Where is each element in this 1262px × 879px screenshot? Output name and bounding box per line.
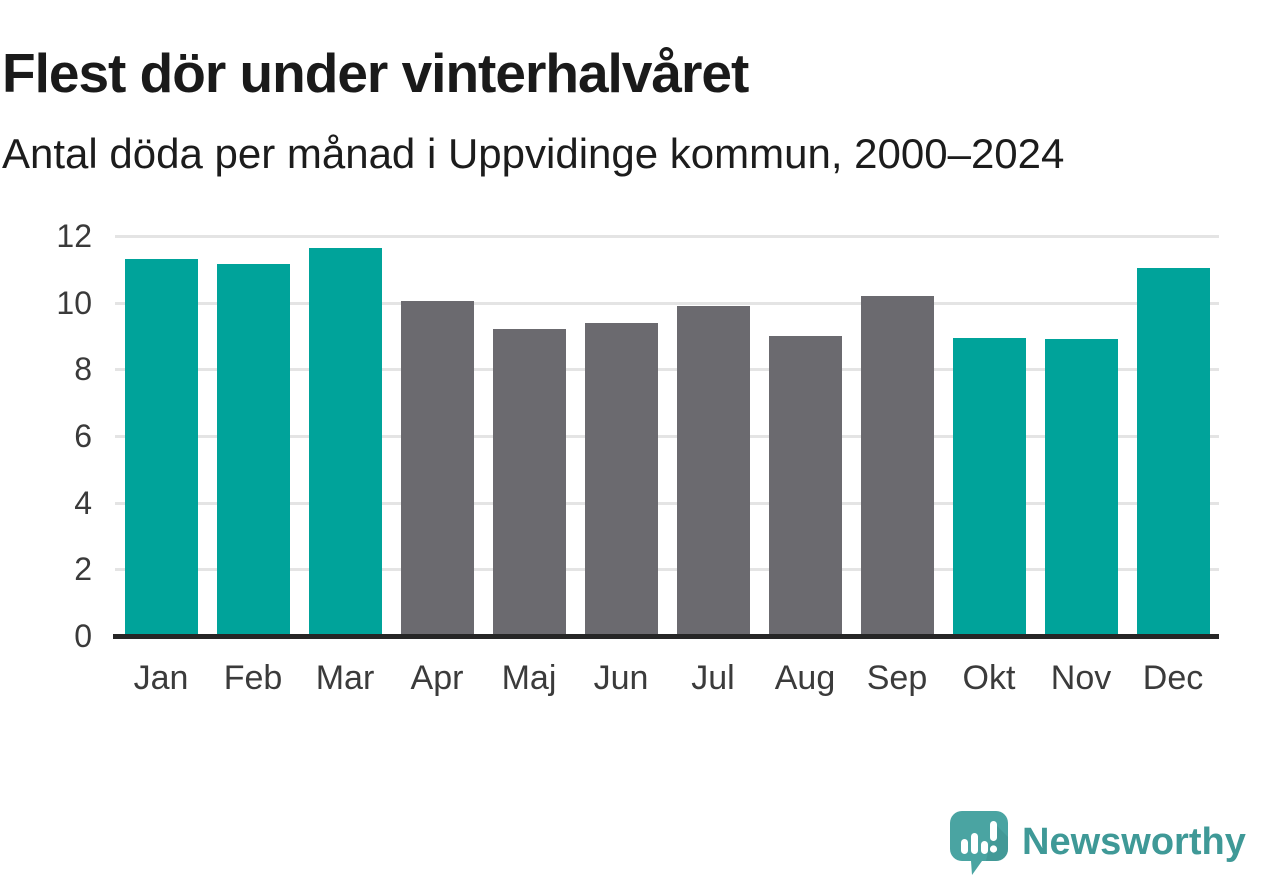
bar-jun xyxy=(584,322,658,636)
bar-sep xyxy=(860,296,934,636)
y-tick-label-6: 6 xyxy=(74,418,92,454)
bar-maj xyxy=(492,329,566,636)
bar-apr xyxy=(400,301,474,636)
bar-series xyxy=(115,236,1219,636)
bar-slot-dec xyxy=(1127,236,1219,636)
x-tick-label-okt: Okt xyxy=(962,659,1016,697)
logo-bar-1 xyxy=(961,839,968,854)
bar-slot-aug xyxy=(759,236,851,636)
x-tick-label-jul: Jul xyxy=(691,659,735,697)
bar-dec xyxy=(1136,267,1210,636)
x-tick-label-mar: Mar xyxy=(315,659,375,697)
gridline-10 xyxy=(115,301,1219,305)
newsworthy-logo-icon xyxy=(950,811,1008,875)
brand-footer: Newsworthy xyxy=(948,808,1260,876)
x-tick-label-feb: Feb xyxy=(223,659,283,697)
gridline-12 xyxy=(115,235,1219,238)
x-axis-labels: Jan Feb Mar Apr Maj Jun Jul Aug Sep Okt Nov Dec xyxy=(115,658,1219,698)
y-tick-label-4: 4 xyxy=(74,484,92,521)
bar-slot-feb xyxy=(207,236,299,636)
logo-exclamation-dot xyxy=(989,845,998,853)
bar-slot-okt xyxy=(943,236,1035,636)
bar-slot-apr xyxy=(391,236,483,636)
logo-exclamation-bar xyxy=(990,821,997,841)
bar-aug xyxy=(768,336,842,636)
x-tick-label-maj: Maj xyxy=(501,659,557,697)
plot-area xyxy=(115,235,1219,636)
logo-bar-3 xyxy=(981,841,988,854)
gridline-6 xyxy=(115,435,1219,438)
x-tick-label-jan: Jan xyxy=(133,659,189,697)
logo-bar-2 xyxy=(971,833,978,854)
gridline-2 xyxy=(115,568,1219,572)
x-tick-label-apr: Apr xyxy=(410,659,464,697)
y-tick-label-0: 0 xyxy=(74,618,92,654)
bar-feb xyxy=(216,264,290,636)
y-tick-label-12: 12 xyxy=(56,218,92,254)
gridline-8 xyxy=(115,368,1219,372)
chart-title: Flest dör under vinterhalvåret xyxy=(2,41,749,104)
bar-jan xyxy=(124,259,198,636)
bar-mar xyxy=(308,247,382,636)
bar-slot-sep xyxy=(851,236,943,636)
y-tick-label-8: 8 xyxy=(74,351,92,388)
x-axis-line xyxy=(113,634,1219,639)
bar-slot-jan xyxy=(115,236,207,636)
x-tick-label-sep: Sep xyxy=(866,659,928,697)
x-tick-label-aug: Aug xyxy=(774,659,836,697)
y-tick-label-10: 10 xyxy=(56,284,92,321)
gridline-4 xyxy=(115,501,1219,505)
x-tick-label-dec: Dec xyxy=(1142,659,1204,697)
bar-okt xyxy=(952,337,1026,636)
bar-nov xyxy=(1044,339,1118,636)
bar-slot-mar xyxy=(299,236,391,636)
x-tick-label-jun: Jun xyxy=(593,659,649,697)
chart-subtitle: Antal döda per månad i Uppvidinge kommun… xyxy=(2,130,1065,177)
bar-slot-nov xyxy=(1035,236,1127,636)
bar-slot-maj xyxy=(483,236,575,636)
bar-jul xyxy=(676,306,750,636)
brand-name: Newsworthy xyxy=(1022,820,1246,863)
x-tick-label-nov: Nov xyxy=(1050,659,1112,697)
y-tick-label-2: 2 xyxy=(74,551,92,588)
bar-slot-jul xyxy=(667,236,759,636)
bar-slot-jun xyxy=(575,236,667,636)
y-axis-labels: 0 2 4 6 8 10 12 xyxy=(0,218,92,654)
